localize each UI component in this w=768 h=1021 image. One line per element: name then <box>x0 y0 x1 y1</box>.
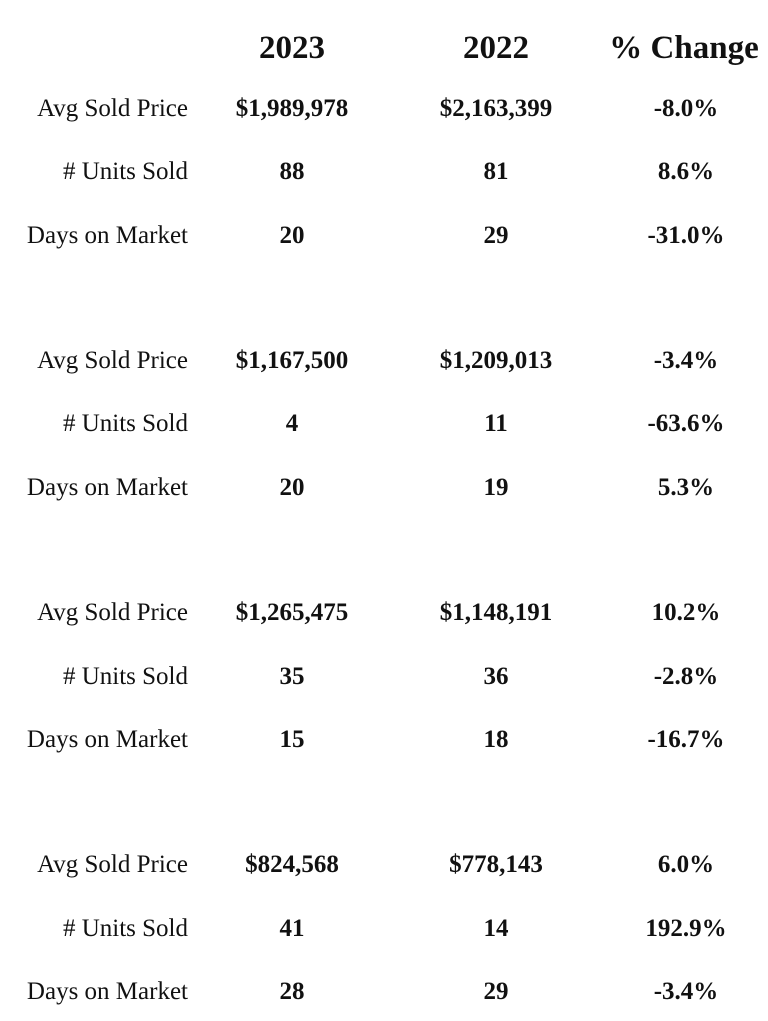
value-2023: $1,167,500 <box>235 347 349 374</box>
value-2022: 36 <box>483 663 509 690</box>
value-2022: 29 <box>483 222 509 249</box>
value-2022: 19 <box>483 474 509 501</box>
value-2022: 14 <box>483 915 509 942</box>
table-row: Avg Sold Price $1,265,475 $1,148,191 10.… <box>0 596 768 630</box>
value-2023: $1,265,475 <box>235 599 349 626</box>
value-change: -2.8% <box>653 663 719 690</box>
value-change: -8.0% <box>653 95 719 122</box>
column-header-2022: 2022 <box>463 30 529 66</box>
table-row: Days on Market 20 29 -31.0% <box>0 219 768 253</box>
value-change: -16.7% <box>647 726 725 753</box>
row-label: # Units Sold <box>62 915 188 942</box>
value-2022: 81 <box>483 158 509 185</box>
row-label: Avg Sold Price <box>37 95 188 122</box>
value-2022: $1,209,013 <box>439 347 553 374</box>
row-label: Avg Sold Price <box>37 599 188 626</box>
value-change: 5.3% <box>657 474 715 501</box>
value-2023: 28 <box>279 978 305 1005</box>
value-change: -3.4% <box>653 347 719 374</box>
value-change: 10.2% <box>651 599 721 626</box>
column-header-2023: 2023 <box>259 30 325 66</box>
table-header: 2023 2022 % Change <box>0 28 768 68</box>
table-row: # Units Sold 35 36 -2.8% <box>0 660 768 694</box>
value-2023: $824,568 <box>245 851 339 878</box>
value-change: -3.4% <box>653 978 719 1005</box>
value-2023: 41 <box>279 915 305 942</box>
table-row: Days on Market 20 19 5.3% <box>0 471 768 505</box>
table-row: Avg Sold Price $824,568 $778,143 6.0% <box>0 848 768 882</box>
value-2022: 29 <box>483 978 509 1005</box>
value-change: 192.9% <box>645 915 727 942</box>
table-row: # Units Sold 41 14 192.9% <box>0 912 768 946</box>
value-2023: 88 <box>279 158 305 185</box>
value-2023: 20 <box>279 474 305 501</box>
table-row: # Units Sold 88 81 8.6% <box>0 155 768 189</box>
table-row: # Units Sold 4 11 -63.6% <box>0 407 768 441</box>
table-row: Avg Sold Price $1,167,500 $1,209,013 -3.… <box>0 344 768 378</box>
table-row: Days on Market 15 18 -16.7% <box>0 723 768 757</box>
value-2023: $1,989,978 <box>235 95 349 122</box>
value-2022: $2,163,399 <box>439 95 553 122</box>
value-2023: 35 <box>279 663 305 690</box>
value-2022: 11 <box>484 410 508 437</box>
row-label: Days on Market <box>26 474 188 501</box>
value-change: -63.6% <box>647 410 725 437</box>
row-label: # Units Sold <box>62 663 188 690</box>
row-label: Days on Market <box>26 978 188 1005</box>
value-2023: 15 <box>279 726 305 753</box>
row-label: # Units Sold <box>62 410 188 437</box>
row-label: Days on Market <box>26 726 188 753</box>
value-2022: $1,148,191 <box>439 599 553 626</box>
value-2022: $778,143 <box>449 851 543 878</box>
value-2022: 18 <box>483 726 509 753</box>
table-row: Avg Sold Price $1,989,978 $2,163,399 -8.… <box>0 92 768 126</box>
value-change: -31.0% <box>647 222 725 249</box>
column-header-change: % Change <box>609 30 759 66</box>
value-change: 8.6% <box>657 158 715 185</box>
value-2023: 20 <box>279 222 305 249</box>
row-label: Avg Sold Price <box>37 851 188 878</box>
value-2023: 4 <box>285 410 299 437</box>
row-label: # Units Sold <box>62 158 188 185</box>
table-row: Days on Market 28 29 -3.4% <box>0 975 768 1009</box>
row-label: Avg Sold Price <box>37 347 188 374</box>
row-label: Days on Market <box>26 222 188 249</box>
value-change: 6.0% <box>657 851 715 878</box>
